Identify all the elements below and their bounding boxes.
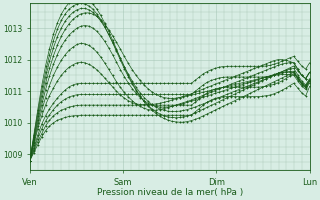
X-axis label: Pression niveau de la mer( hPa ): Pression niveau de la mer( hPa ) xyxy=(97,188,243,197)
